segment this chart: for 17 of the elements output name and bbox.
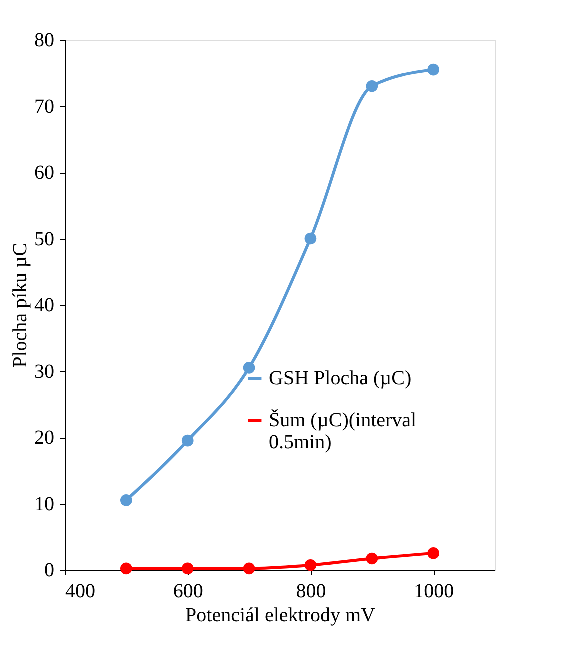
y-tick-label: 50	[34, 228, 54, 250]
y-tick-label: 80	[34, 30, 54, 52]
x-tick-label: 1000	[414, 580, 454, 602]
x-tick-label: 400	[66, 580, 96, 602]
y-tick-label: 20	[34, 427, 54, 449]
y-tick-label: 70	[34, 96, 54, 118]
legend-label: Šum (µC)(interval 0.5min)	[269, 408, 418, 454]
y-tick-label: 40	[34, 294, 54, 316]
x-tick-label: 800	[296, 580, 326, 602]
y-axis-title: Plocha píku µC	[10, 243, 32, 368]
x-tick-label: 600	[173, 580, 204, 602]
y-tick-label: 30	[34, 360, 54, 383]
y-tick-label: 0	[44, 560, 54, 582]
x-axis-title: Potenciál elektrody mV	[186, 604, 376, 626]
legend-label: GSH Plocha (µC)	[269, 368, 412, 390]
y-tick-label: 60	[34, 162, 54, 184]
y-tick-label: 10	[34, 493, 54, 516]
